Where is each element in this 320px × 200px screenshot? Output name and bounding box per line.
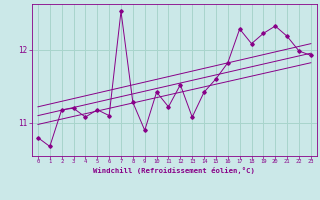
X-axis label: Windchill (Refroidissement éolien,°C): Windchill (Refroidissement éolien,°C) [93,167,255,174]
